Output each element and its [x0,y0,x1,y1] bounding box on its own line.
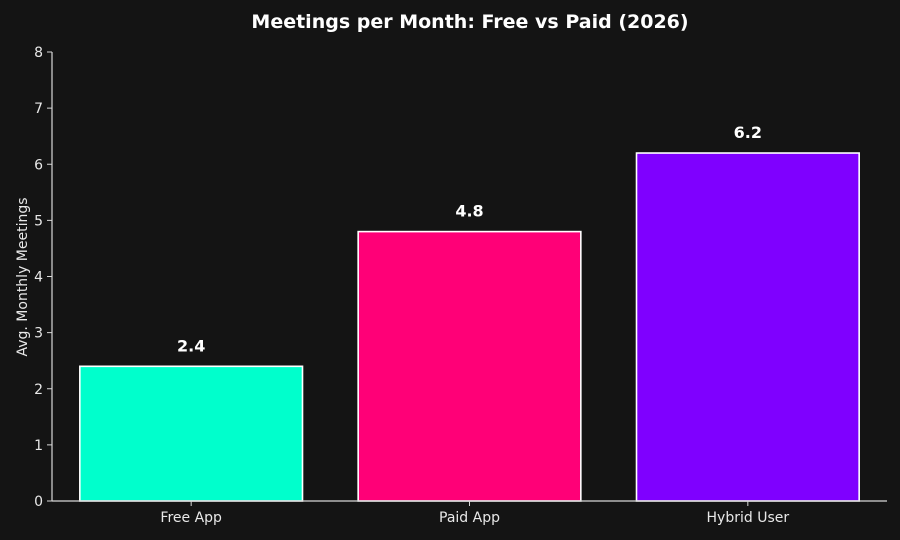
y-tick-label: 1 [34,438,43,454]
bars-group [79,152,860,502]
y-axis-label: Avg. Monthly Meetings [15,197,31,356]
y-tick-label: 2 [34,382,43,398]
y-tick-label: 3 [34,326,43,342]
y-axis-ticks: 0 1 2 3 4 5 6 7 8 [34,45,52,510]
y-tick-label: 8 [34,45,43,61]
chart-title: Meetings per Month: Free vs Paid (2026) [251,11,688,33]
x-tick-label: Hybrid User [707,510,790,526]
bar-hybrid-user [635,152,860,502]
y-tick-label: 5 [34,213,43,229]
y-tick-label: 4 [34,270,43,286]
bar-paid-app [357,230,582,502]
x-tick-label: Paid App [439,510,500,526]
x-tick-label: Free App [160,510,222,526]
data-label: 2.4 [177,336,205,355]
data-label: 6.2 [734,123,762,142]
y-tick-label: 0 [34,494,43,510]
y-tick-label: 7 [34,101,43,117]
bar-free-app [79,365,304,502]
x-axis-ticks: Free App Paid App Hybrid User [160,501,789,526]
data-label: 4.8 [455,202,483,221]
data-labels-group: 2.4 4.8 6.2 [177,123,762,355]
y-tick-label: 6 [34,157,43,173]
